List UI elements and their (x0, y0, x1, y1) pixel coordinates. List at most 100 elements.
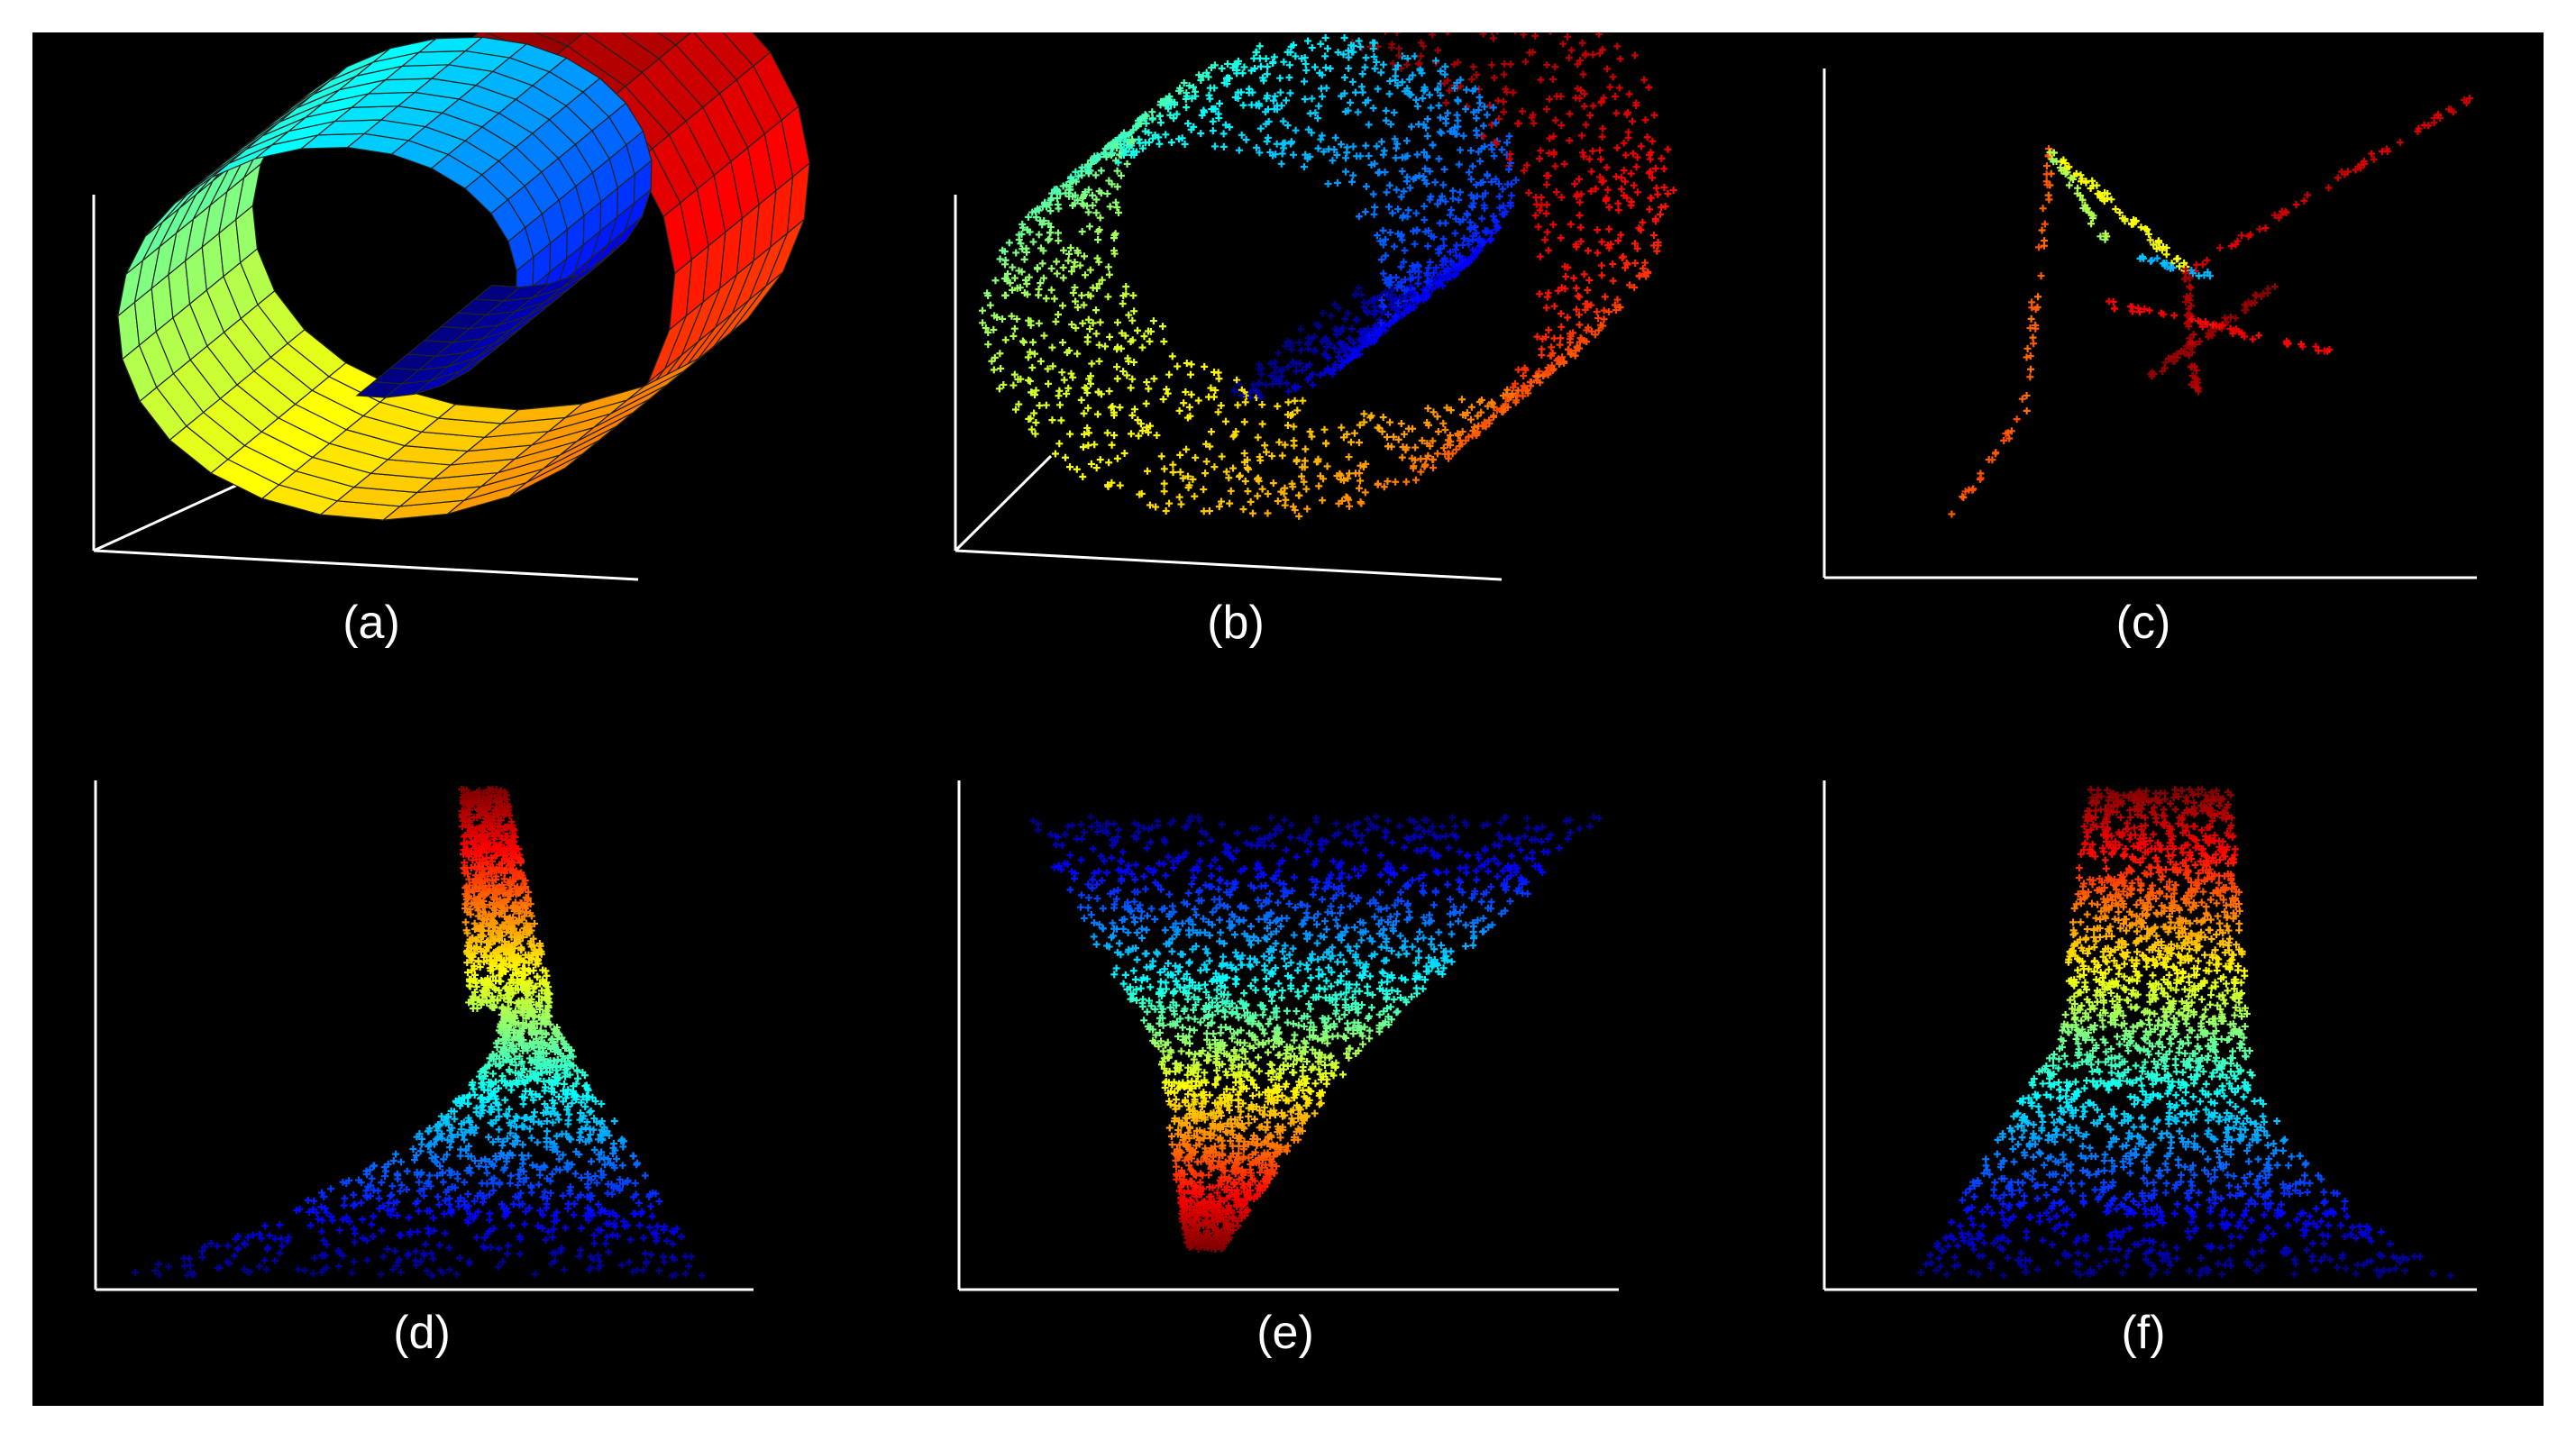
data-point (1391, 135, 1399, 143)
data-point (1290, 423, 1298, 431)
data-point (1303, 505, 1311, 513)
data-point (1631, 283, 1639, 291)
data-point (1138, 343, 1146, 351)
data-point (1095, 341, 1103, 349)
data-point (1248, 509, 1256, 517)
data-point (1017, 240, 1025, 248)
data-point (1037, 357, 1045, 365)
data-point (1543, 293, 1551, 301)
data-point (1119, 292, 1128, 300)
data-point (1499, 185, 1507, 193)
data-point (1361, 63, 1369, 71)
data-point (1505, 132, 1513, 141)
data-point (1218, 64, 1226, 72)
data-point (1411, 240, 1419, 248)
data-point (2249, 335, 2257, 343)
data-point (1576, 223, 1585, 232)
data-point (1106, 333, 1114, 341)
data-point (1301, 96, 1309, 104)
data-point (1129, 147, 1137, 155)
data-point (1489, 34, 1497, 42)
data-point (1419, 95, 1427, 103)
data-point (409, 1145, 417, 1153)
data-point (575, 1253, 583, 1261)
data-point (1027, 317, 1035, 325)
data-point (1466, 415, 1475, 424)
data-point (1627, 169, 1635, 178)
data-point (1631, 260, 1640, 268)
data-point (1160, 338, 1168, 346)
data-point (1439, 235, 1448, 243)
data-point (1355, 484, 1363, 492)
data-point (1323, 462, 1331, 470)
data-point (1047, 264, 1055, 272)
data-point (1052, 317, 1060, 325)
data-point (1208, 105, 1216, 114)
data-point (1030, 350, 1038, 358)
data-point (379, 1253, 388, 1261)
data-point (456, 1254, 464, 1262)
data-point (1128, 375, 1137, 383)
data-point (1245, 88, 1253, 96)
data-point (487, 1244, 495, 1252)
data-point (394, 1175, 402, 1183)
data-point (1097, 167, 1105, 175)
data-point (1210, 369, 1219, 377)
data-point (1384, 320, 1393, 328)
data-point (1409, 424, 1417, 433)
data-point (1059, 263, 1067, 271)
data-point (1275, 438, 1283, 446)
data-point (1293, 406, 1302, 415)
data-point (1656, 210, 1664, 218)
data-point (1452, 445, 1460, 453)
data-point (581, 1103, 589, 1111)
data-point (334, 1263, 343, 1271)
data-point (1669, 187, 1677, 195)
data-point (1086, 325, 1094, 333)
data-point (1224, 59, 1232, 68)
data-point (1315, 102, 1323, 110)
data-point (1505, 155, 1513, 163)
data-point (489, 1070, 498, 1078)
data-point (1001, 291, 1009, 299)
data-point (1037, 279, 1045, 287)
data-point (1544, 364, 1552, 372)
data-point (1040, 332, 1048, 340)
data-point (1357, 42, 1365, 50)
data-point (489, 1187, 498, 1195)
data-point (1382, 251, 1390, 260)
data-point (1238, 391, 1246, 399)
data-point (1344, 47, 1352, 55)
data-point (1216, 99, 1224, 107)
data-point (1598, 271, 1606, 279)
data-point (1296, 360, 1304, 368)
data-point (982, 324, 990, 333)
data-point (618, 1261, 626, 1269)
data-point (1175, 406, 1183, 415)
data-point (1023, 280, 1031, 288)
data-point (1274, 377, 1283, 385)
data-point (1106, 203, 1114, 211)
data-point (1110, 408, 1118, 416)
data-point (1202, 458, 1210, 466)
data-point (1283, 411, 1292, 419)
data-point (1230, 386, 1238, 394)
data-point (495, 1126, 503, 1134)
data-point (1380, 483, 1388, 491)
data-point (1119, 300, 1127, 308)
data-point (1371, 160, 1379, 168)
data-point (1426, 258, 1434, 266)
data-point (309, 1270, 317, 1278)
data-point (1211, 387, 1219, 395)
data-point (1110, 431, 1119, 439)
data-point (1652, 184, 1660, 192)
data-point (1028, 425, 1036, 433)
data-point (1614, 237, 1622, 245)
data-point (1316, 68, 1324, 77)
data-point (1565, 54, 1573, 62)
data-point (1285, 73, 1293, 81)
data-point (1284, 398, 1293, 406)
data-point (1600, 306, 1608, 315)
data-point (1287, 42, 1295, 50)
data-point (1255, 477, 1263, 485)
